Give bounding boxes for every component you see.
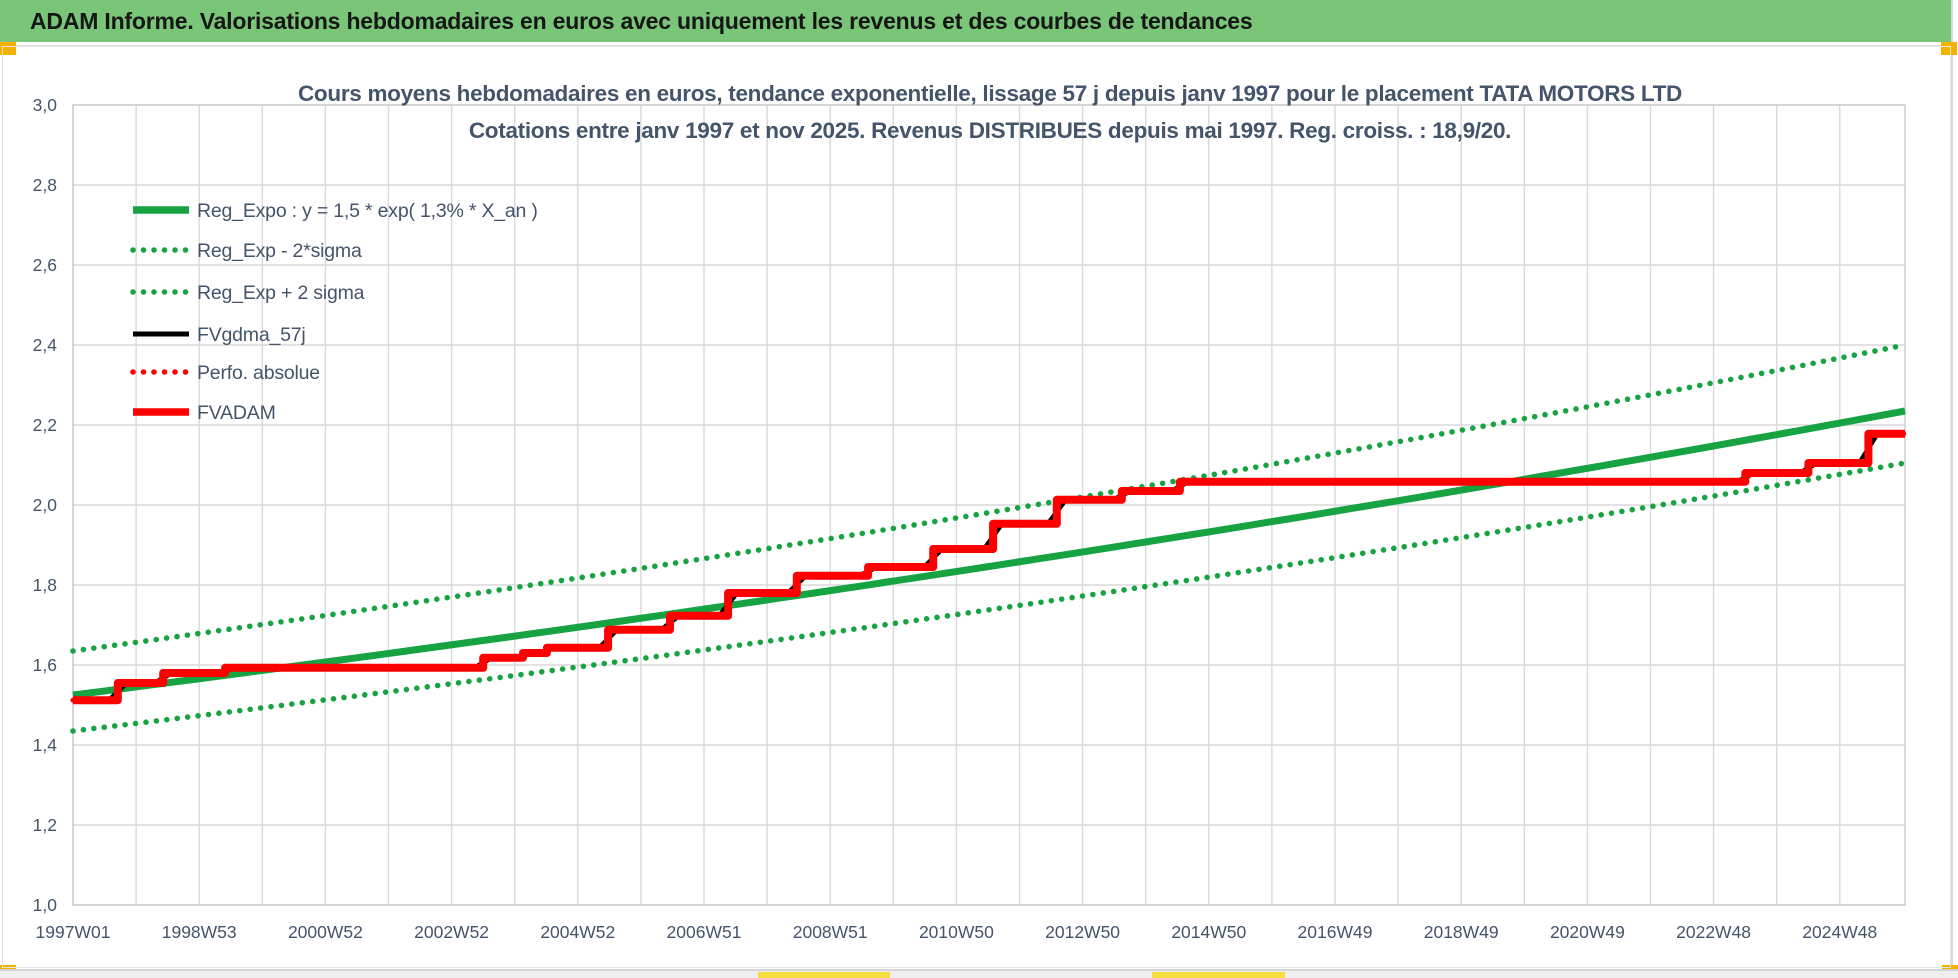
sheet-bottom-strip <box>0 971 1958 978</box>
y-tick-label: 2,2 <box>33 415 57 435</box>
selection-handle-bottom-mid-right[interactable] <box>1152 972 1285 978</box>
y-tick-label: 2,4 <box>33 335 58 355</box>
series-reg-expo-trend <box>72 407 1906 699</box>
x-tick-label: 2016W49 <box>1298 922 1373 942</box>
y-tick-label: 1,8 <box>33 575 57 595</box>
selection-handle-bottom-mid-left[interactable] <box>758 972 890 978</box>
legend-label-2: Reg_Exp - 2*sigma <box>197 240 362 262</box>
x-tick-label: 2002W52 <box>414 922 489 942</box>
plot-border <box>72 104 1906 906</box>
legend-label-3: Reg_Exp + 2 sigma <box>197 282 365 304</box>
y-tick-label: 2,0 <box>33 495 58 515</box>
x-tick-label: 2024W48 <box>1802 922 1877 942</box>
y-tick-label: 1,0 <box>33 895 58 915</box>
data-series <box>70 342 1908 734</box>
series-fvadam <box>73 429 1905 705</box>
x-tick-label: 2006W51 <box>667 922 742 942</box>
y-axis-labels: 3,0 2,8 2,6 2,4 2,2 2,0 1,8 1,6 1,4 1,2 1,0 <box>33 95 58 915</box>
gridlines <box>72 104 1905 906</box>
y-tick-label: 2,6 <box>33 255 57 275</box>
chart-title-line2: Cotations entre janv 1997 et nov 2025. R… <box>469 118 1511 143</box>
sheet-title-bar: ADAM Informe. Valorisations hebdomadaire… <box>0 0 1953 42</box>
x-tick-label: 2004W52 <box>540 922 615 942</box>
series-reg-exp-plus-2sigma <box>70 342 1908 654</box>
legend-label-1: Reg_Expo : y = 1,5 * exp( 1,3% * X_an ) <box>197 200 538 222</box>
x-tick-label: 2010W50 <box>919 922 994 942</box>
legend: Reg_Expo : y = 1,5 * exp( 1,3% * X_an ) R… <box>130 200 538 424</box>
x-tick-label: 2000W52 <box>288 922 363 942</box>
chart-frame-right-border <box>1951 0 1953 978</box>
y-tick-label: 3,0 <box>33 95 58 115</box>
sheet-title-text: ADAM Informe. Valorisations hebdomadaire… <box>30 7 1253 34</box>
legend-label-6: FVADAM <box>197 402 276 424</box>
x-tick-label: 2012W50 <box>1045 922 1120 942</box>
x-tick-label: 2014W50 <box>1171 922 1246 942</box>
x-axis-labels: 1997W01 1998W53 2000W52 2002W52 2004W52 2006W… <box>36 922 1878 942</box>
legend-label-5: Perfo. absolue <box>197 362 320 384</box>
x-tick-label: 2008W51 <box>793 922 868 942</box>
selection-handle-top-right[interactable] <box>1941 42 1957 55</box>
chart-title-line1: Cours moyens hebdomadaires en euros, ten… <box>298 81 1682 106</box>
chart-object-frame <box>2 46 1951 968</box>
x-tick-label: 2022W48 <box>1676 922 1751 942</box>
y-tick-label: 1,4 <box>33 735 58 755</box>
chart-title: Cours moyens hebdomadaires en euros, ten… <box>298 81 1682 143</box>
x-tick-label: 2020W49 <box>1550 922 1625 942</box>
legend-label-4: FVgdma_57j <box>197 324 306 346</box>
x-tick-label: 2018W49 <box>1424 922 1499 942</box>
sheet-bottom-gridline <box>0 969 1958 971</box>
x-tick-label: 1998W53 <box>162 922 237 942</box>
y-tick-label: 2,8 <box>33 175 57 195</box>
y-tick-label: 1,2 <box>33 815 57 835</box>
y-tick-label: 1,6 <box>33 655 57 675</box>
selection-handle-top-left[interactable] <box>0 42 16 55</box>
series-reg-exp-minus-2sigma <box>70 460 1908 734</box>
x-tick-label: 1997W01 <box>36 922 111 942</box>
